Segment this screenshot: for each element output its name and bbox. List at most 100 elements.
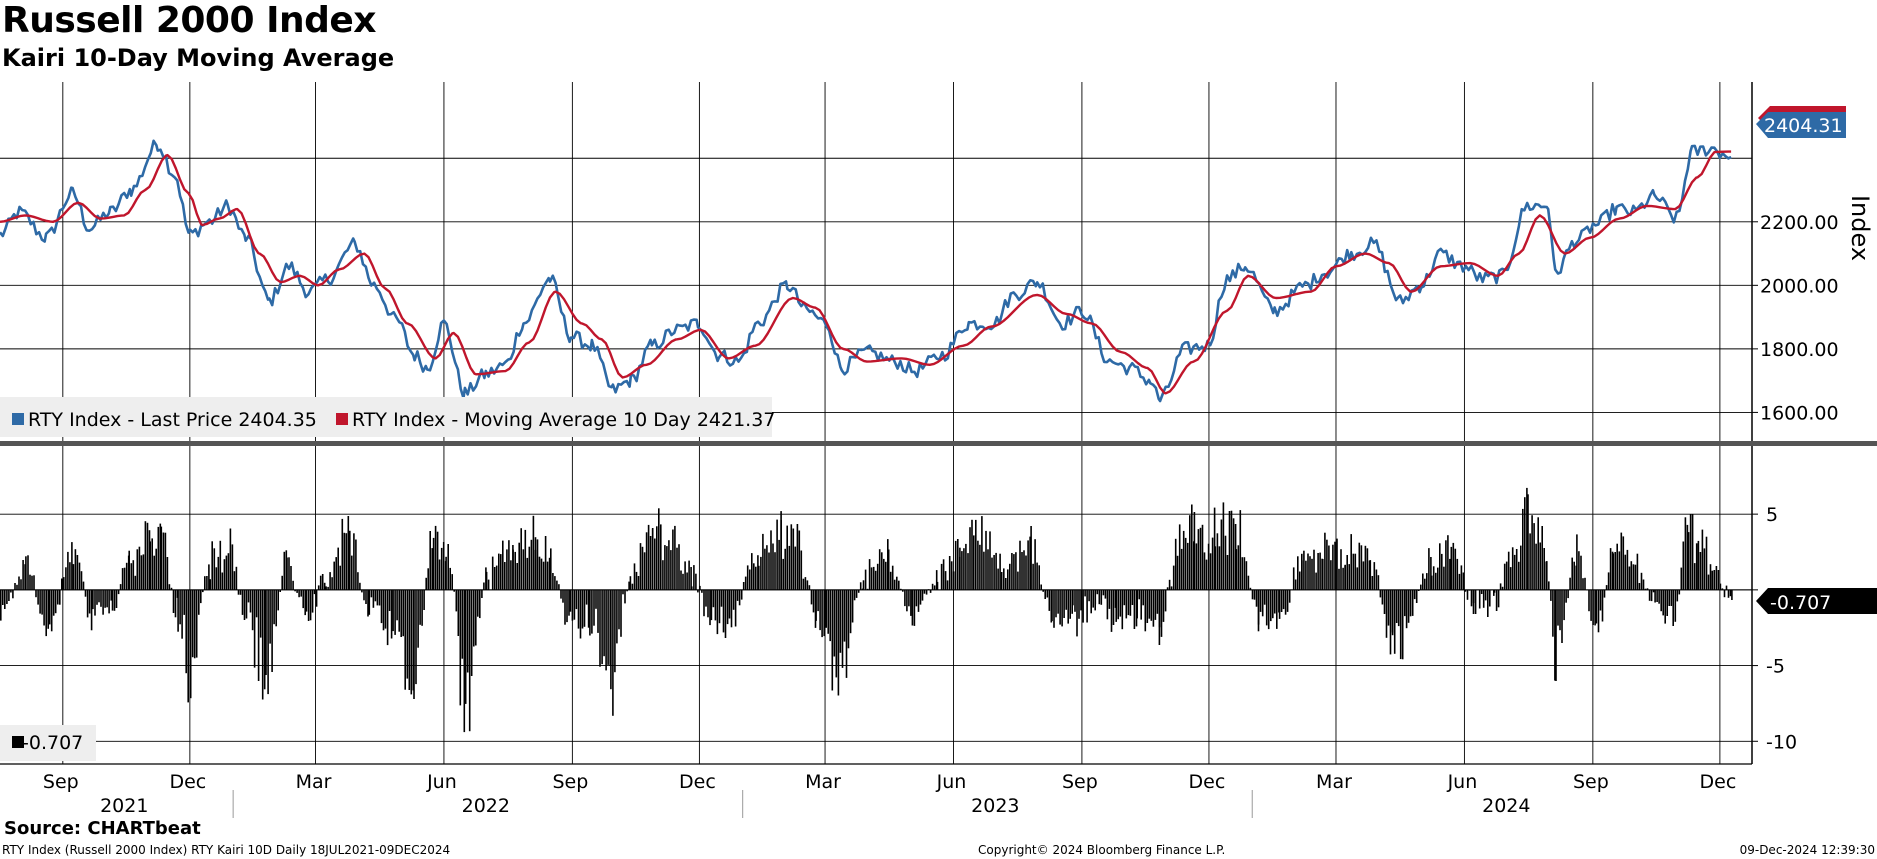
legend-swatch-last-price [12, 413, 24, 425]
kairi-bar [963, 548, 965, 590]
kairi-bar [712, 589, 715, 608]
kairi-bar [1096, 589, 1099, 595]
kairi-bar [8, 589, 10, 601]
kairi-bar [1375, 569, 1378, 590]
kairi-bar [703, 589, 705, 617]
kairi-bar [1280, 589, 1283, 612]
kairi-bar [1029, 536, 1031, 590]
kairi-bar [1065, 589, 1067, 610]
kairi-bar [633, 563, 636, 590]
kairi-bar [649, 536, 652, 590]
kairi-bar [1548, 581, 1550, 590]
kairi-bar [635, 571, 638, 590]
kairi-bar [1209, 553, 1212, 590]
kairi-bar [925, 589, 928, 595]
kairi-bar [1646, 588, 1649, 590]
kairi-bar [536, 539, 539, 590]
kairi-bar [1123, 589, 1126, 606]
lower-y-tick: -5 [1766, 656, 1785, 678]
kairi-bar [1249, 587, 1252, 590]
kairi-bar [1422, 573, 1424, 590]
kairi-bar [614, 589, 616, 673]
kairi-bar [279, 589, 281, 592]
kairi-bar [1377, 575, 1380, 590]
kairi-bar [637, 576, 640, 590]
kairi-bar [952, 571, 955, 590]
kairi-bar [1509, 567, 1512, 590]
kairi-bar [670, 550, 672, 590]
kairi-bar [1447, 535, 1449, 590]
kairi-bar [1573, 561, 1575, 590]
upper-legend-box [0, 397, 772, 437]
kairi-bar [991, 557, 993, 590]
kairi-bar [432, 537, 435, 590]
kairi-bar [768, 552, 770, 590]
kairi-bar [47, 589, 49, 629]
kairi-bar [14, 583, 16, 590]
kairi-bar [989, 531, 991, 590]
kairi-bar [1578, 551, 1580, 590]
kairi-bar [1626, 549, 1629, 590]
kairi-bar [24, 564, 26, 590]
kairi-bar [341, 518, 344, 590]
kairi-bar [345, 533, 348, 590]
kairi-bar [1307, 553, 1309, 590]
kairi-bar [277, 589, 279, 611]
kairi-bar [1630, 561, 1633, 590]
kairi-bar [457, 589, 460, 636]
kairi-bar [327, 586, 329, 590]
kairi-bar [616, 589, 618, 644]
kairi-bar [798, 530, 801, 590]
kairi-bar [204, 576, 206, 590]
kairi-bar [1348, 564, 1350, 590]
kairi-bar [500, 554, 502, 590]
kairi-bar [325, 586, 327, 590]
kairi-bar [115, 589, 118, 608]
kairi-bar [130, 563, 133, 590]
kairi-bar [221, 572, 224, 590]
kairi-bar [463, 589, 466, 733]
kairi-bar [668, 540, 670, 590]
lower-grid [0, 446, 1753, 764]
upper-y-tick: 2000.00 [1760, 275, 1839, 297]
kairi-bar [906, 589, 908, 612]
kairi-bar [804, 577, 807, 590]
kairi-bar [755, 566, 757, 590]
kairi-bar [153, 555, 155, 590]
kairi-bar [195, 589, 198, 658]
kairi-bar [292, 580, 294, 590]
kairi-bar [1711, 570, 1714, 590]
kairi-bar [1569, 577, 1571, 590]
kairi-bar [294, 589, 296, 592]
kairi-bar [48, 589, 51, 625]
source-note: Source: CHARTbeat [4, 818, 201, 839]
kairi-bar [1080, 589, 1082, 611]
kairi-bar [1701, 529, 1704, 590]
legend-kairi: -0.707 [22, 732, 83, 754]
kairi-bar [1648, 589, 1651, 601]
kairi-bar [843, 589, 846, 642]
kairi-bar [812, 589, 815, 613]
kairi-bar [425, 577, 427, 590]
kairi-bar [1441, 553, 1443, 590]
kairi-bar [475, 589, 477, 646]
kairi-bar [1117, 589, 1119, 620]
kairi-bar [88, 589, 91, 614]
kairi-bar [1480, 589, 1483, 594]
kairi-bar [995, 552, 997, 590]
chart-title: Russell 2000 Index [2, 0, 377, 41]
kairi-bar [76, 555, 79, 590]
kairi-bar [1036, 562, 1038, 590]
kairi-bar [766, 545, 768, 590]
kairi-bar [591, 589, 593, 634]
kairi-bar [1450, 546, 1453, 590]
kairi-bar [774, 552, 776, 590]
kairi-bar [819, 589, 821, 631]
kairi-bar [41, 589, 43, 615]
kairi-bar [117, 589, 120, 595]
legend-moving-average: RTY Index - Moving Average 10 Day 2421.3… [352, 409, 775, 431]
kairi-bar [581, 589, 584, 629]
kairi-bar [351, 555, 353, 590]
kairi-bar [2, 589, 4, 605]
kairi-bar [815, 589, 817, 621]
